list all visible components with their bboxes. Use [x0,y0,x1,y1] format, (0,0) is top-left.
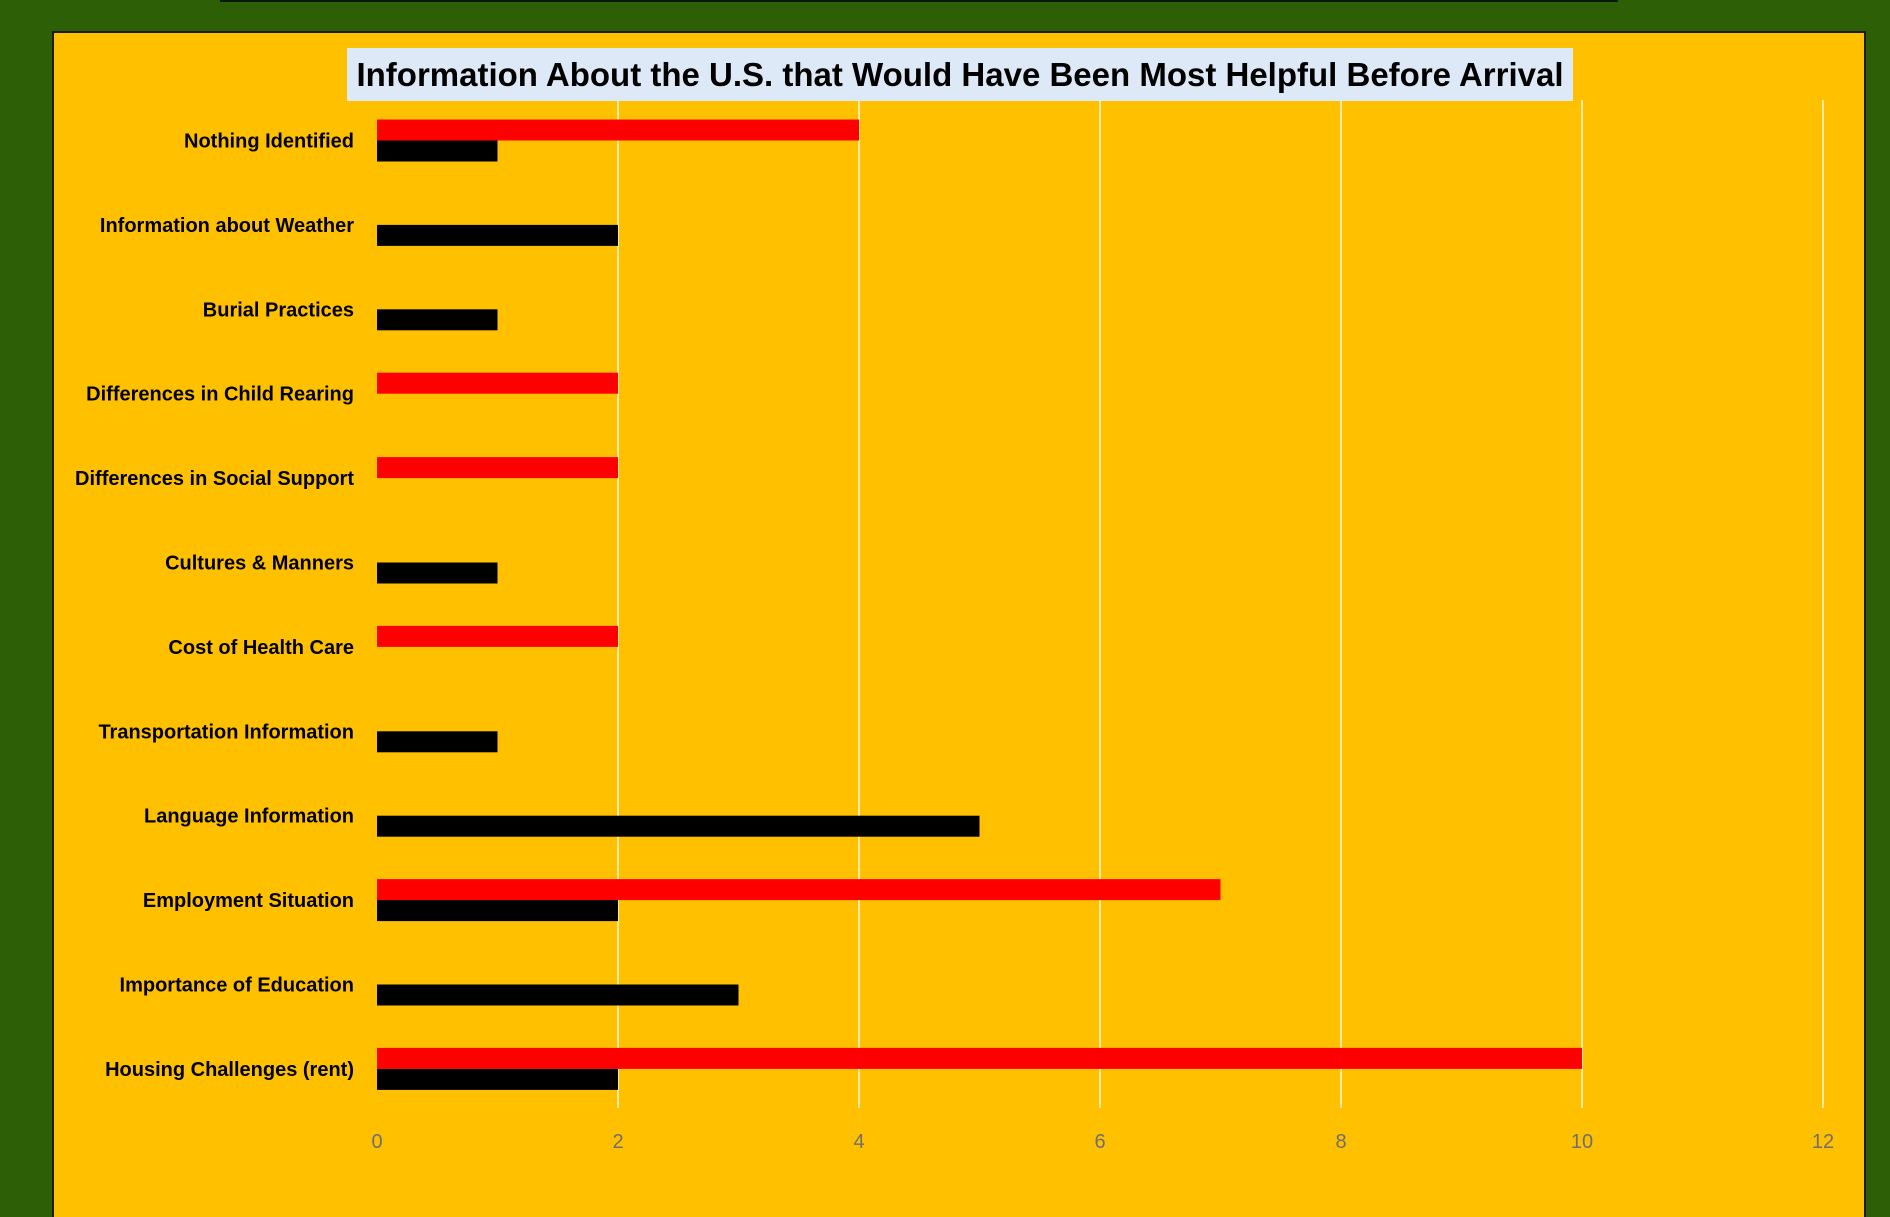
bars [377,119,1582,1090]
category-label: Nothing Identified [184,131,354,153]
chart-panel [52,31,1866,1217]
top-rule [220,0,1618,2]
bar-black [377,1068,618,1090]
bar-red [377,119,859,141]
bar-red [377,457,618,479]
x-tick-label: 10 [1571,1131,1593,1153]
category-label: Burial Practices [203,299,354,321]
category-label: Importance of Education [120,975,354,997]
bar-black [377,984,739,1006]
x-tick-label: 6 [1094,1131,1105,1153]
x-tick-label: 2 [612,1131,623,1153]
category-label: Employment Situation [143,890,354,912]
x-axis-ticks: 0 2 4 6 8 10 12 [371,1131,1834,1153]
bar-red [377,372,618,394]
bar-black [377,309,498,331]
category-label: Information about Weather [100,215,354,237]
chart-title: Information About the U.S. that Would Ha… [347,48,1573,101]
x-tick-label: 4 [853,1131,864,1153]
bar-black [377,224,618,246]
x-tick-label: 8 [1335,1131,1346,1153]
bar-black [377,562,498,584]
bar-black [377,900,618,922]
bar-red [377,879,1221,901]
category-label: Cultures & Manners [165,553,354,575]
gridlines [617,100,1824,1108]
bar-red [377,625,618,647]
category-label: Housing Challenges (rent) [105,1059,354,1081]
bar-black [377,140,498,162]
category-label: Differences in Child Rearing [86,384,354,406]
bar-black [377,815,980,837]
category-label: Cost of Health Care [168,637,354,659]
category-label: Language Information [144,806,354,828]
x-tick-label: 0 [371,1131,382,1153]
x-tick-label: 12 [1812,1131,1834,1153]
bar-black [377,731,498,753]
category-label: Transportation Information [98,721,354,743]
category-label: Differences in Social Support [75,468,354,490]
bar-red [377,1047,1582,1069]
category-labels: Nothing Identified Information about Weat… [75,131,354,1081]
